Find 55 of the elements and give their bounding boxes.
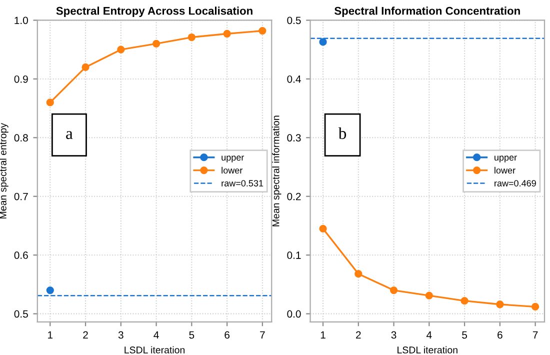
chart-title: Spectral Information Concentration [334,6,520,17]
point [354,270,362,278]
y-tick-label: 0.0 [287,310,301,318]
legend-label: raw=0.531 [222,180,264,186]
legend-label: upper [222,156,244,162]
point [46,98,54,106]
x-tick-label: 6 [498,331,502,339]
y-tick-label: 0.6 [14,252,28,259]
x-tick-label: 4 [426,331,432,339]
x-tick-label: 5 [189,331,194,339]
x-tick-label: 4 [154,331,159,339]
chart-title: Spectral Entropy Across Localisation [56,6,252,17]
point [531,302,540,311]
x-tick-label: 2 [83,331,88,339]
y-tick-label: 0.1 [287,252,301,259]
x-tick-label: 1 [320,331,326,339]
y-tick-label: 0.5 [287,16,301,24]
y-axis-title: Mean spectral information [272,116,282,226]
x-tick-label: 3 [391,331,396,339]
point [460,297,468,305]
y-tick-label: 0.7 [14,192,28,200]
x-tick-label: 3 [118,331,124,339]
legend-label: upper [494,156,517,162]
legend-label: lower [222,166,243,174]
y-tick-label: 1.0 [14,16,28,24]
point [425,292,433,300]
annotation: a [66,131,73,140]
annotation: b [338,127,346,140]
x-tick-label: 5 [462,331,467,339]
legend-label: lower [494,166,516,174]
point [46,286,54,294]
y-tick-label: 0.5 [14,310,28,318]
y-tick-label: 0.9 [14,75,28,83]
x-axis-title: LSDL iteration [398,346,458,354]
x-tick-label: 1 [48,331,53,339]
x-tick-label: 7 [260,331,265,339]
y-tick-label: 0.8 [14,134,28,142]
point [117,46,125,54]
point [82,63,90,72]
x-tick-label: 2 [356,331,361,339]
y-tick-label: 0.3 [287,134,301,142]
point [188,33,196,42]
x-tick-label: 7 [532,331,538,339]
y-tick-label: 0.2 [287,192,301,200]
x-axis-title: LSDL iteration [124,346,185,354]
legend-label: raw=0.469 [494,180,536,186]
point [258,26,266,35]
point [390,286,398,294]
point [223,30,231,38]
point [152,40,160,48]
x-tick-label: 6 [224,331,230,339]
y-tick-label: 0.4 [287,75,301,83]
point [319,224,327,232]
point [496,300,504,308]
point [319,38,327,46]
